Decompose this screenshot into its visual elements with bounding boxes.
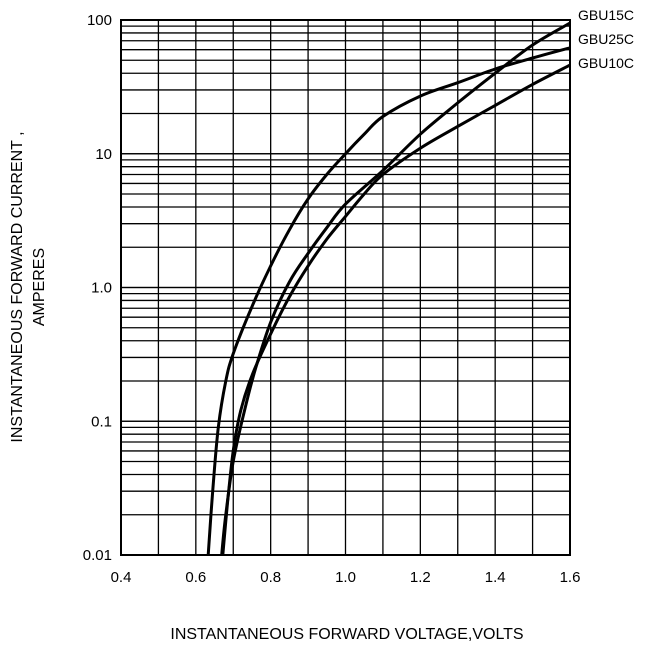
series-label-gbu25c: GBU25C (578, 31, 634, 47)
y-tick-label: 0.1 (91, 413, 112, 430)
y-tick-label: 100 (87, 12, 112, 29)
series-line-gbu25c (206, 46, 571, 556)
series-line-gbu10c (221, 63, 571, 556)
series-label-gbu10c: GBU10C (578, 55, 634, 71)
x-tick-label: 1.2 (410, 569, 431, 586)
y-tick-label: 1.0 (91, 280, 112, 297)
y-tick-label: 10 (95, 146, 112, 163)
x-tick-label: 1.6 (560, 569, 581, 586)
x-tick-label: 0.8 (260, 569, 281, 586)
curves (206, 21, 571, 556)
x-tick-label: 0.4 (111, 569, 132, 586)
x-tick-labels: 0.4 0.6 0.8 1.0 1.2 1.4 1.6 (111, 569, 581, 586)
x-tick-label: 1.0 (335, 569, 356, 586)
y-tick-labels: 0.01 0.1 1.0 10 100 (83, 12, 112, 564)
y-axis-title-line2: AMPERES (31, 248, 48, 326)
y-axis-title-line1: INSTANTANEOUS FORWARD CURRENT , (9, 131, 26, 442)
x-tick-label: 1.4 (485, 569, 506, 586)
plot-frame (120, 19, 571, 556)
y-tick-label: 0.01 (83, 547, 112, 564)
series-line-gbu15c (220, 21, 571, 556)
grid (121, 20, 570, 555)
x-tick-label: 0.6 (185, 569, 206, 586)
series-labels: GBU15C GBU25C GBU10C (578, 7, 634, 71)
x-axis-title: INSTANTANEOUS FORWARD VOLTAGE,VOLTS (170, 626, 523, 643)
series-label-gbu15c: GBU15C (578, 7, 634, 23)
